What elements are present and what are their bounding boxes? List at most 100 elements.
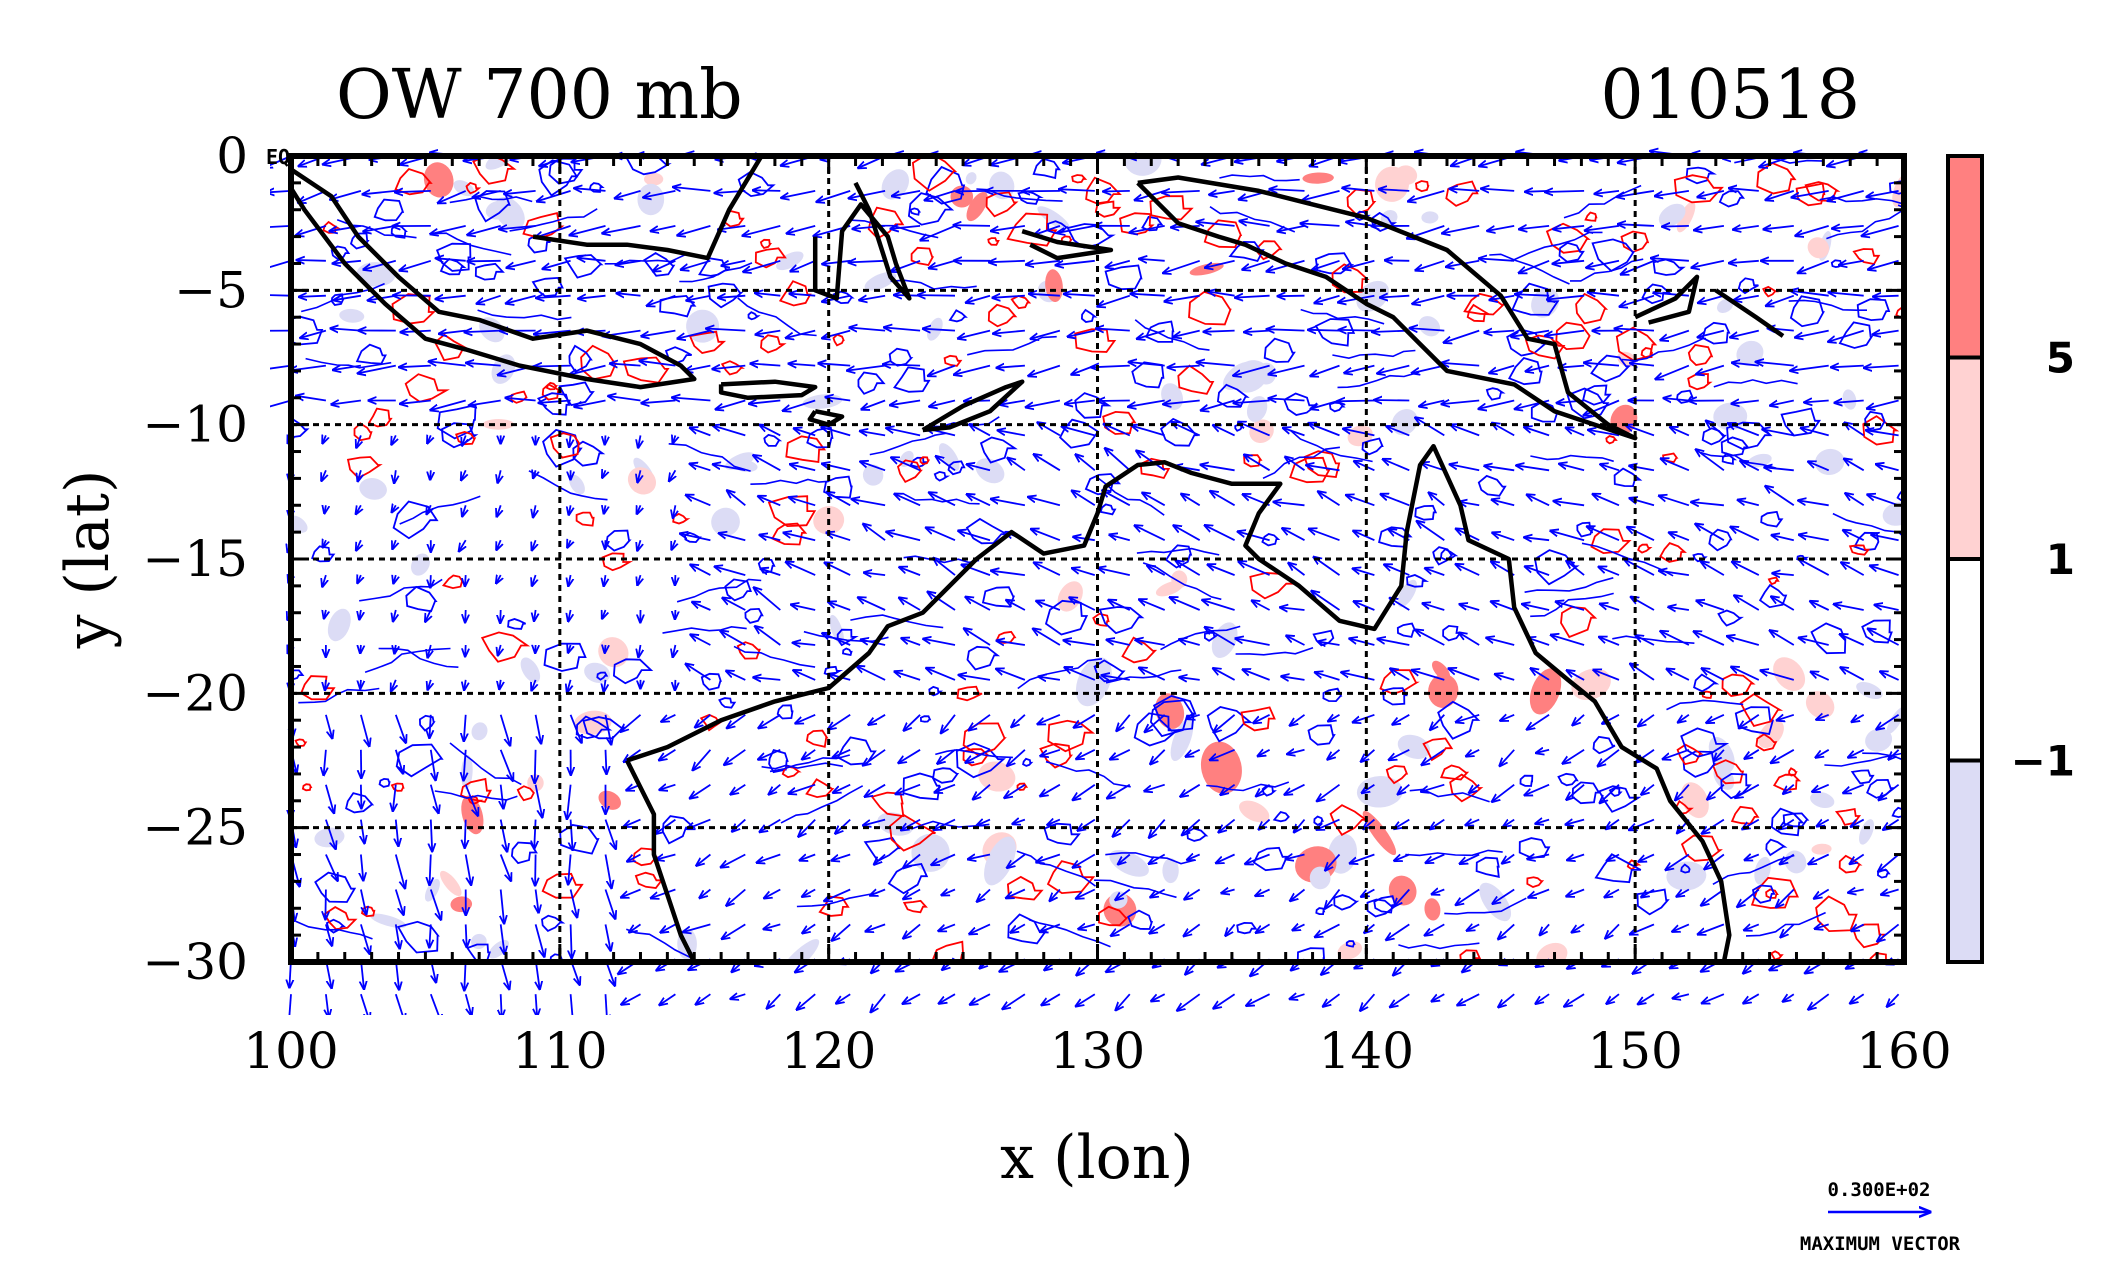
positive-contour — [541, 872, 584, 899]
wind-vector — [1151, 993, 1166, 1001]
negative-contour — [769, 754, 851, 773]
positive-contour — [767, 495, 817, 528]
negative-contour — [349, 232, 370, 250]
wind-vector — [1076, 993, 1096, 1006]
wind-vector — [1598, 749, 1620, 767]
wind-vector — [1600, 784, 1620, 803]
wind-vector — [1492, 500, 1515, 507]
wind-vector — [430, 470, 431, 480]
wind-vector — [361, 784, 362, 809]
wind-vector — [462, 505, 466, 516]
wind-vector — [730, 783, 746, 795]
wind-vector — [973, 784, 991, 800]
wind-vector — [1841, 562, 1865, 576]
wind-vector — [393, 575, 395, 583]
shading-cell — [327, 608, 351, 642]
shading-cell — [450, 896, 473, 913]
wind-vector — [1745, 855, 1760, 861]
wind-vector — [891, 259, 921, 272]
negative-contour — [1261, 785, 1277, 797]
wind-vector — [1350, 853, 1375, 864]
wind-vector — [362, 191, 396, 194]
positive-contour — [760, 334, 787, 354]
wind-vector — [465, 609, 466, 622]
wind-vector — [903, 993, 921, 1004]
wind-vector — [1234, 401, 1270, 404]
wind-vector — [1210, 748, 1235, 760]
wind-vector — [883, 364, 921, 365]
wind-vector — [621, 993, 641, 1004]
wind-vector — [989, 261, 1025, 262]
wind-vector — [615, 190, 641, 199]
wind-vector — [1525, 566, 1550, 576]
wind-vector — [802, 749, 816, 760]
negative-contour — [1332, 349, 1416, 360]
wind-vector — [1342, 188, 1375, 191]
negative-contour — [1666, 699, 1744, 711]
coastline — [812, 181, 912, 301]
wind-vector — [1879, 783, 1900, 800]
wind-vector — [501, 889, 504, 924]
wind-vector — [849, 190, 886, 199]
wind-vector — [1737, 888, 1760, 908]
wind-vector — [534, 331, 571, 335]
negative-contour — [510, 841, 538, 865]
wind-vector — [270, 399, 292, 408]
wind-vector — [1256, 784, 1271, 797]
wind-vector — [1040, 783, 1061, 797]
positive-contour — [1459, 949, 1482, 962]
positive-contour — [832, 333, 845, 347]
negative-contour — [1652, 258, 1686, 276]
positive-contour — [1739, 693, 1784, 728]
negative-contour — [1366, 898, 1398, 918]
wind-vector — [1116, 714, 1131, 731]
negative-contour — [434, 790, 518, 801]
positive-contour — [455, 430, 477, 446]
wind-vector — [1034, 563, 1061, 576]
negative-contour — [1345, 940, 1356, 948]
wind-vector — [677, 329, 711, 339]
wind-vector — [643, 190, 676, 198]
wind-vector — [430, 225, 466, 234]
wind-vector — [1078, 924, 1096, 929]
negative-contour — [909, 207, 922, 216]
negative-contour — [542, 428, 583, 468]
wind-vector — [1202, 600, 1235, 611]
wind-vector — [647, 294, 676, 306]
wind-vector — [1432, 993, 1445, 1001]
positive-contour — [736, 641, 761, 660]
wind-vector — [673, 505, 676, 518]
wind-vector — [568, 609, 570, 621]
negative-contour — [1272, 810, 1290, 823]
wind-vector — [321, 469, 326, 481]
positive-contour — [1203, 219, 1243, 249]
wind-vector — [1484, 466, 1515, 471]
wind-vector — [923, 329, 956, 331]
wind-vector — [1730, 329, 1760, 338]
coastline — [624, 759, 697, 962]
wind-vector — [1208, 292, 1235, 296]
negative-contour — [1485, 387, 1506, 401]
wind-vector — [499, 819, 507, 852]
wind-vector — [1209, 191, 1235, 195]
wind-vector — [604, 505, 606, 513]
wind-vector — [1466, 750, 1480, 757]
negative-contour — [1442, 624, 1462, 642]
wind-vector — [1210, 491, 1236, 507]
wind-vector — [1729, 261, 1759, 263]
wind-vector — [1527, 495, 1550, 507]
y-tick-label: −20 — [142, 664, 248, 722]
wind-vector — [1844, 459, 1865, 472]
negative-contour — [507, 618, 526, 630]
wind-vector — [1243, 669, 1270, 681]
wind-vector — [1422, 603, 1445, 611]
shading-cell — [1211, 622, 1238, 658]
positive-contour — [1098, 905, 1130, 927]
positive-contour — [1329, 804, 1369, 836]
wind-vector — [1673, 994, 1690, 998]
negative-contour — [1856, 298, 1891, 322]
wind-vector — [1527, 855, 1550, 860]
negative-contour — [850, 614, 944, 629]
wind-vector — [1394, 853, 1410, 861]
wind-vector — [624, 818, 641, 827]
